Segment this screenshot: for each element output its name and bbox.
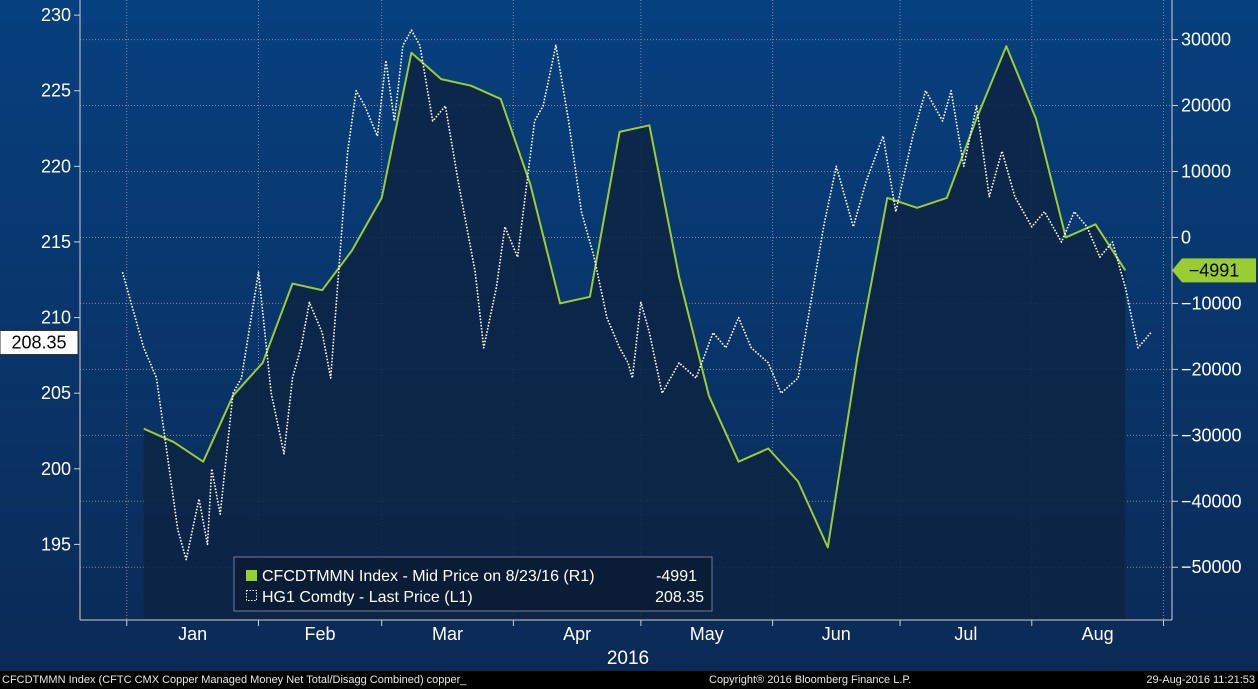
legend-box [233,556,713,612]
left-last-value-label: 208.35 [11,333,66,353]
x-axis-ticks: Jan Feb Mar Apr May Jun Jul Aug [126,620,1165,644]
x-tick-label: Aug [1082,624,1114,644]
right-last-value-box [1172,258,1256,283]
right-tick-label: 0 [1181,227,1191,247]
green-series-area [143,46,1126,620]
legend-value-green: -4991 [656,568,697,585]
left-last-value-box [0,330,79,355]
left-last-value-marker: 208.35 [0,330,79,355]
left-tick-label: 230 [41,5,71,25]
right-axis-ticks: 30000 20000 10000 0 −10000 −20000 −30000 −40000… [1172,30,1242,577]
right-tick-label: −50000 [1181,557,1242,577]
x-tick-label: May [690,624,724,644]
chart-svg: 195 200 205 210 215 220 225 230 30000 20000 10000… [0,0,1258,671]
x-tick-label: Mar [432,624,463,644]
x-tick-label: Apr [563,624,591,644]
year-label: 2016 [607,648,649,669]
left-tick-label: 205 [41,383,71,403]
right-tick-label: 30000 [1181,30,1231,50]
legend-swatch-dotted [246,590,257,601]
x-tick-label: Feb [305,624,336,644]
right-tick-label: −10000 [1181,293,1242,313]
footer-copyright: Copyright® 2016 Bloomberg Finance L.P. [709,674,912,686]
x-tick-label: Jun [822,624,851,644]
footer-timestamp: 29-Aug-2016 11:21:53 [1146,674,1255,686]
x-tick-label: Jul [954,624,977,644]
x-tick-label: Jan [178,624,207,644]
legend-label-green: CFCDTMMN Index - Mid Price on 8/23/16 (R… [262,568,595,585]
left-tick-label: 220 [41,156,71,176]
left-tick-label: 200 [41,459,71,479]
right-tick-label: 10000 [1181,161,1231,181]
left-tick-label: 215 [41,232,71,252]
right-tick-label: −40000 [1181,491,1242,511]
footer-index-description: CFCDTMMN Index (CFTC CMX Copper Managed … [2,674,467,686]
left-axis-ticks: 195 200 205 210 215 220 225 230 [41,5,80,554]
green-series-line [143,45,1127,549]
legend-swatch-green [246,570,257,581]
legend-value-dotted: 208.35 [655,589,704,606]
legend-label-dotted: HG1 Comdty - Last Price (L1) [262,589,473,606]
right-tick-label: 20000 [1181,96,1231,116]
left-tick-label: 210 [41,308,71,328]
left-tick-label: 225 [41,81,71,101]
legend: CFCDTMMN Index - Mid Price on 8/23/16 (R… [233,556,713,612]
right-last-value-marker: −4991 [1172,258,1256,283]
left-tick-label: 195 [41,534,71,554]
right-tick-label: −30000 [1181,425,1242,445]
right-tick-label: −20000 [1181,359,1242,379]
dotted-series-line [121,29,1152,561]
right-last-value-label: −4991 [1189,260,1240,280]
